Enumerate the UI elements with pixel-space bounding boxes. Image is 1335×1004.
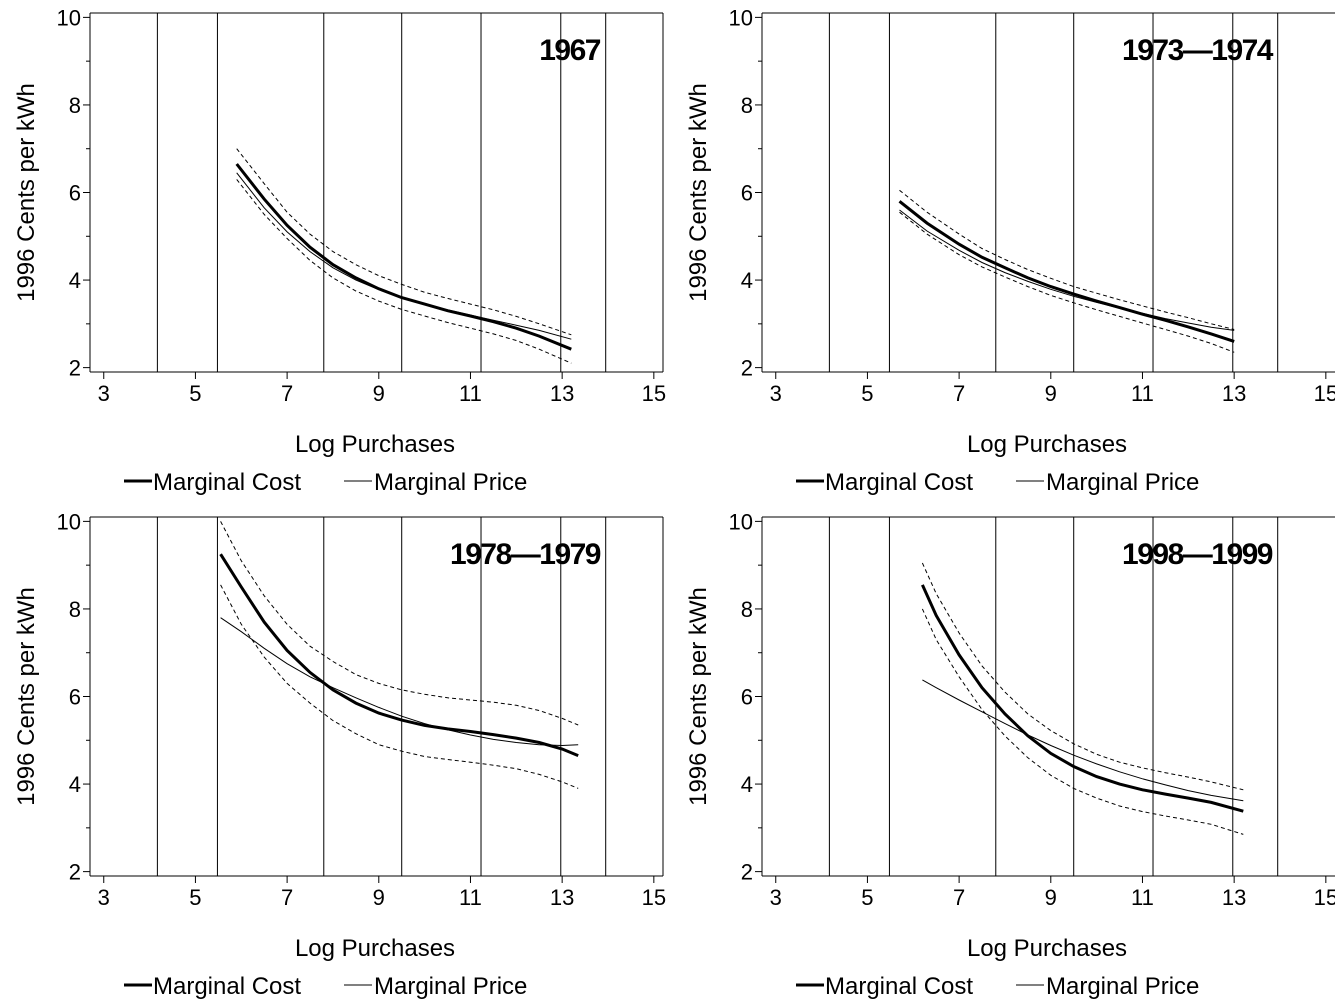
y-tick-label: 2 xyxy=(69,356,81,381)
x-tick-label: 13 xyxy=(1222,381,1246,406)
y-tick-label: 10 xyxy=(729,509,753,534)
confidence-band-line xyxy=(236,148,572,336)
confidence-band-line xyxy=(921,608,1244,835)
legend-cost-label: Marginal Cost xyxy=(153,973,301,1000)
confidence-band-line xyxy=(899,189,1235,330)
legend-cost-label: Marginal Cost xyxy=(825,469,973,496)
y-axis-title: 1996 Cents per kWh xyxy=(685,83,712,302)
panel-3: 2 4 6 8 10 3 5 7 9 11 13 15 Log Purchases 1996 Cents … xyxy=(13,509,666,1000)
y-tick-label: 8 xyxy=(69,93,81,118)
x-tick-label: 9 xyxy=(373,885,385,910)
y-tick-label: 4 xyxy=(69,268,81,293)
panel-1: 2 4 6 8 10 3 5 7 9 11 13 15 Log Purchases 1996 Cents … xyxy=(13,5,666,496)
x-tick-label: 7 xyxy=(953,381,965,406)
x-tick-label: 5 xyxy=(861,885,873,910)
y-tick-label: 2 xyxy=(741,860,753,885)
y-tick-label: 4 xyxy=(741,268,753,293)
marginal-cost-line xyxy=(219,553,579,757)
confidence-band-line xyxy=(899,211,1235,353)
legend-cost-label: Marginal Cost xyxy=(825,973,973,1000)
y-axis-title: 1996 Cents per kWh xyxy=(685,587,712,806)
y-tick-label: 4 xyxy=(741,772,753,797)
x-tick-label: 11 xyxy=(459,381,482,406)
confidence-band-line xyxy=(220,584,579,789)
marginal-cost-line xyxy=(898,200,1235,343)
y-tick-label: 6 xyxy=(69,181,81,206)
y-tick-label: 10 xyxy=(57,5,81,30)
legend-price-label: Marginal Price xyxy=(374,973,527,1000)
marginal-cost-line xyxy=(921,584,1244,813)
panel-title: 1998—1999 xyxy=(1122,538,1273,571)
x-tick-label: 11 xyxy=(1131,381,1154,406)
x-tick-label: 5 xyxy=(189,381,201,406)
panel-4: 2 4 6 8 10 3 5 7 9 11 13 15 Log Purchases 1996 Cents … xyxy=(685,509,1335,1000)
x-tick-label: 13 xyxy=(550,885,574,910)
x-tick-label: 9 xyxy=(1045,885,1057,910)
y-tick-label: 4 xyxy=(69,772,81,797)
y-axis-title: 1996 Cents per kWh xyxy=(13,83,40,302)
x-tick-label: 13 xyxy=(1222,885,1246,910)
panel-title: 1978—1979 xyxy=(450,538,601,571)
legend-price-label: Marginal Price xyxy=(1046,973,1199,1000)
x-tick-label: 5 xyxy=(861,381,873,406)
legend: Marginal Cost Marginal Price xyxy=(124,973,527,1000)
y-tick-label: 6 xyxy=(741,181,753,206)
x-tick-label: 3 xyxy=(770,381,782,406)
marginal-price-line xyxy=(220,617,579,747)
x-tick-label: 15 xyxy=(1314,381,1335,406)
y-tick-label: 6 xyxy=(69,685,81,710)
legend: Marginal Cost Marginal Price xyxy=(796,973,1199,1000)
confidence-band-line xyxy=(921,562,1244,791)
y-tick-label: 8 xyxy=(741,597,753,622)
legend: Marginal Cost Marginal Price xyxy=(796,469,1199,496)
x-tick-label: 15 xyxy=(642,381,666,406)
x-tick-label: 7 xyxy=(281,885,293,910)
y-tick-label: 2 xyxy=(741,356,753,381)
x-tick-label: 3 xyxy=(770,885,782,910)
x-tick-label: 5 xyxy=(189,885,201,910)
x-axis-title: Log Purchases xyxy=(967,431,1127,458)
y-tick-label: 2 xyxy=(69,860,81,885)
confidence-band-line xyxy=(236,179,572,364)
legend-price-label: Marginal Price xyxy=(1046,469,1199,496)
x-tick-label: 9 xyxy=(373,381,385,406)
marginal-price-line xyxy=(236,172,572,340)
legend-cost-label: Marginal Cost xyxy=(153,469,301,496)
marginal-price-line xyxy=(922,679,1244,802)
x-axis-title: Log Purchases xyxy=(967,935,1127,962)
x-axis-title: Log Purchases xyxy=(295,431,455,458)
x-tick-label: 11 xyxy=(459,885,482,910)
panel-2: 2 4 6 8 10 3 5 7 9 11 13 15 Log Purchases 1996 Cents … xyxy=(685,5,1335,496)
y-tick-label: 10 xyxy=(57,509,81,534)
x-tick-label: 11 xyxy=(1131,885,1154,910)
x-tick-label: 3 xyxy=(98,381,110,406)
y-tick-label: 10 xyxy=(729,5,753,30)
confidence-band-line xyxy=(220,521,579,726)
x-tick-label: 13 xyxy=(550,381,574,406)
x-tick-label: 15 xyxy=(642,885,666,910)
x-axis-title: Log Purchases xyxy=(295,935,455,962)
panel-title: 1973—1974 xyxy=(1122,34,1274,67)
legend-price-label: Marginal Price xyxy=(374,469,527,496)
marginal-price-line xyxy=(899,209,1235,331)
x-tick-label: 7 xyxy=(281,381,293,406)
y-tick-label: 6 xyxy=(741,685,753,710)
legend: Marginal Cost Marginal Price xyxy=(124,469,527,496)
x-tick-label: 3 xyxy=(98,885,110,910)
x-tick-label: 9 xyxy=(1045,381,1057,406)
panel-title: 1967 xyxy=(539,34,601,67)
x-tick-label: 15 xyxy=(1314,885,1335,910)
y-tick-label: 8 xyxy=(741,93,753,118)
y-tick-label: 8 xyxy=(69,597,81,622)
x-tick-label: 7 xyxy=(953,885,965,910)
y-axis-title: 1996 Cents per kWh xyxy=(13,587,40,806)
